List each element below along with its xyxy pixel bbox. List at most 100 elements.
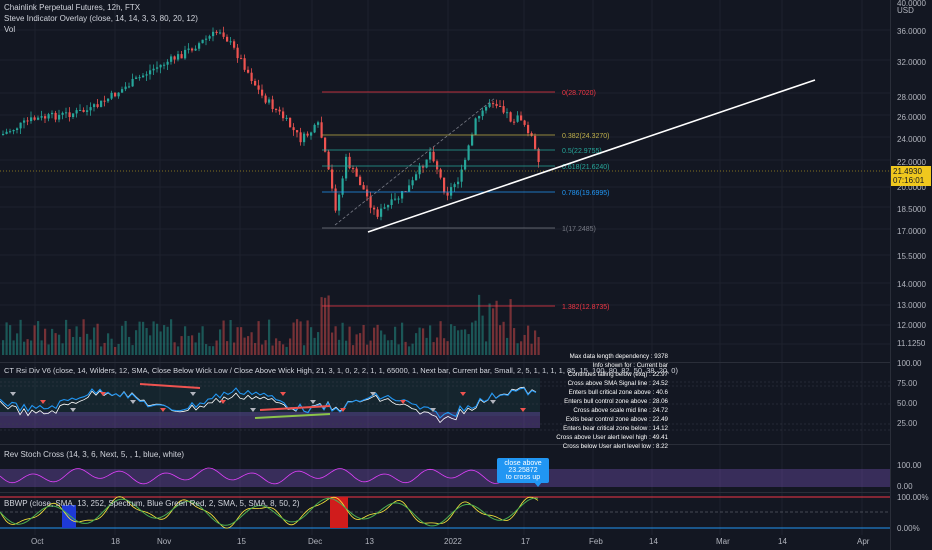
bbwp-legend[interactable]: BBWP (close, SMA, 13, 252, Spectrum, Blu… [4,499,300,508]
bar-countdown: 07:16:01 [893,176,925,185]
volume-bar [527,325,530,355]
axis-label: 13.0000 [897,301,926,310]
candle-body [397,198,400,200]
volume-bar [100,346,103,355]
bbwp-extreme-bar [330,497,348,528]
volume-bar [303,345,306,355]
candle-body [338,194,341,211]
candle-body [289,117,292,128]
pane-separator[interactable] [0,362,890,363]
volume-bar [117,343,120,355]
candle-body [145,74,148,76]
volume-bar [359,333,362,355]
volume-bar [324,297,327,355]
volume-bar [54,333,57,355]
volume-bar [520,341,523,355]
candle-body [173,56,176,60]
candle-body [443,177,446,193]
candle-body [355,168,358,177]
candle-body [327,151,330,170]
candle-body [502,106,505,113]
candle-body [194,48,197,51]
axis-label: 0.00 [897,482,913,491]
candle-body [341,178,344,195]
axis-label: 11.1250 [897,339,926,348]
candle-body [369,196,372,208]
volume-bar [341,322,344,355]
stoch-legend[interactable]: Rev Stoch Cross (14, 3, 6, Next, 5, , 1,… [4,450,185,459]
volume-bar [383,334,386,355]
candle-body [33,117,36,120]
overlay-indicator-legend[interactable]: Steve Indicator Overlay (close, 14, 14, … [4,14,198,23]
symbol-title[interactable]: Chainlink Perpetual Futures, 12h, FTX [4,3,141,12]
candle-body [352,168,355,170]
volume-bar [313,337,316,355]
candle-body [86,110,89,112]
candle-body [537,148,540,162]
volume-bar [149,335,152,355]
rsi-marker [220,400,226,404]
rsi-legend[interactable]: CT Rsi Div V6 (close, 14, Wilders, 12, S… [4,366,678,375]
volume-legend[interactable]: Vol [4,25,16,34]
candle-body [292,127,295,131]
axis-label: 100.00 [897,461,922,470]
candle-body [313,124,316,133]
axis-label: 75.00 [897,379,918,388]
volume-bar [446,341,449,355]
rsi-line [0,387,537,419]
bbwp-ma-line [0,496,539,529]
chart-canvas[interactable]: 0(28.7020) 0.382(24.3270) 0.5(22.9755) 0.61… [0,0,890,550]
volume-bar [33,325,36,355]
volume-bar [467,334,470,355]
candle-body [394,198,397,200]
rsi-marker [70,408,76,412]
volume-bar [222,320,225,355]
rsi-marker [160,408,166,412]
candle-body [68,112,71,117]
candle-body [128,86,131,88]
pane-separator[interactable] [0,492,890,493]
candle-body [499,106,502,108]
candle-body [114,92,117,97]
rsi-marker [250,408,256,412]
volume-bar [464,329,467,355]
volume-bar [93,327,96,355]
candle-body [177,54,180,60]
axis-label: 50.00 [897,399,918,408]
candle-body [240,58,243,60]
volume-bar [247,336,250,355]
candle-body [152,68,155,71]
fib-anchor-line [334,97,496,226]
volume-bar [373,327,376,355]
candle-body [9,131,12,133]
candle-body [436,161,439,170]
candle-body [366,189,369,197]
volume-bar [523,334,526,355]
volume-bar [394,326,397,355]
volume-bar [534,330,537,355]
alert-line: close above 23.25872 [504,460,542,474]
info-row: Exits bear control zone above : 22.49 [565,416,668,423]
candle-body [408,185,411,192]
volume-bar [250,332,253,355]
volume-bar [457,330,460,355]
volume-bar [208,346,211,355]
volume-bar [429,325,432,355]
candle-body [404,191,407,193]
volume-bar [156,323,159,355]
candle-body [254,80,257,86]
volume-bar [327,295,330,355]
candle-body [54,112,57,120]
volume-bar [387,340,390,355]
price-axis[interactable]: 40.0000 USD 36.0000 32.0000 28.0000 26.0… [890,0,932,550]
candle-body [306,133,309,136]
volume-bar [530,343,533,355]
volume-bar [495,300,498,355]
axis-label: 0.00% [897,524,920,533]
rsi-marker [520,408,526,412]
candle-body [439,169,442,178]
candle-body [191,48,194,51]
volume-bar [19,319,22,355]
pane-separator[interactable] [0,444,890,445]
candle-body [51,112,54,115]
